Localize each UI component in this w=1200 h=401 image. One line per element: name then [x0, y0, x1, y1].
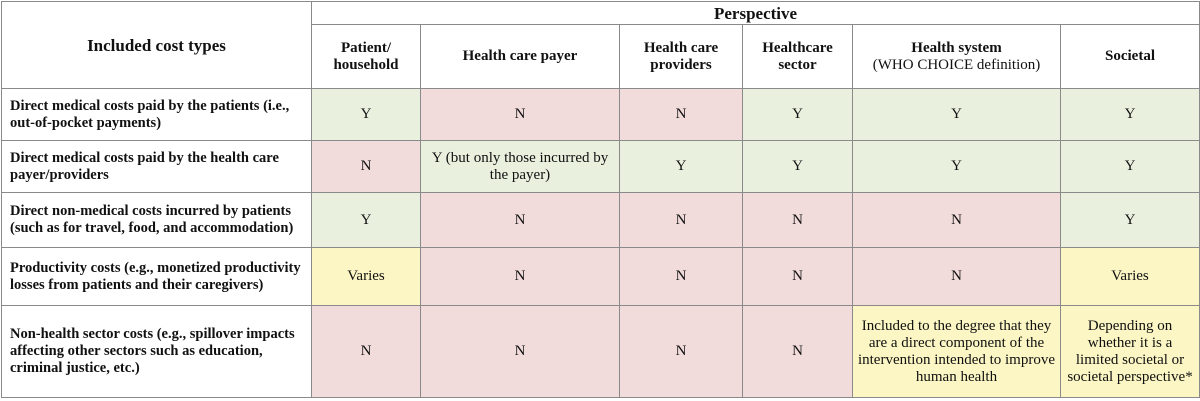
- table-row: Direct medical costs paid by the patient…: [1, 88, 1200, 141]
- row-label: Productivity costs (e.g., monetized prod…: [1, 247, 312, 306]
- table-cell: Varies: [311, 247, 421, 306]
- table-cell: N: [420, 88, 620, 141]
- table-cell: N: [311, 305, 421, 398]
- health-system-subtitle: (WHO CHOICE definition): [872, 56, 1041, 73]
- included-cost-types-header: Included cost types: [1, 1, 312, 89]
- table-row: Direct non-medical costs incurred by pat…: [1, 192, 1200, 248]
- table-cell: Y: [1059, 192, 1200, 248]
- table-cell: N: [742, 192, 853, 248]
- column-header-patient-household: Patient/ household: [311, 24, 421, 89]
- table-cell: Y: [742, 88, 853, 141]
- health-system-title: Health system: [911, 39, 1002, 56]
- table-cell: Y: [311, 192, 421, 248]
- perspective-header: Perspective: [310, 1, 1200, 25]
- table-cell: N: [619, 88, 743, 141]
- table-row: Productivity costs (e.g., monetized prod…: [1, 247, 1200, 306]
- table-cell: N: [852, 192, 1061, 248]
- table-cell: Y: [1059, 88, 1200, 141]
- table-cell: Y: [742, 140, 853, 193]
- table-cell: Y: [1059, 140, 1200, 193]
- table-cell: N: [420, 192, 620, 248]
- column-header-health-care-payer: Health care payer: [420, 24, 620, 89]
- table-cell: N: [619, 247, 743, 306]
- table-cell: Y: [852, 140, 1061, 193]
- column-header-health-care-providers: Health care providers: [619, 24, 743, 89]
- table-cell: N: [420, 305, 620, 398]
- row-label: Direct medical costs paid by the patient…: [1, 88, 312, 141]
- table-cell: Included to the degree that they are a d…: [852, 305, 1061, 398]
- row-label: Non-health sector costs (e.g., spillover…: [1, 305, 312, 398]
- table-row: Non-health sector costs (e.g., spillover…: [1, 305, 1200, 398]
- table-cell: N: [852, 247, 1061, 306]
- table-row: Direct medical costs paid by the health …: [1, 140, 1200, 193]
- table-cell: Varies: [1059, 247, 1200, 306]
- table-cell: Y: [852, 88, 1061, 141]
- table-cell: Y (but only those incurred by the payer): [420, 140, 620, 193]
- column-header-healthcare-sector: Healthcare sector: [742, 24, 853, 89]
- table-cell: N: [742, 247, 853, 306]
- row-label: Direct non-medical costs incurred by pat…: [1, 192, 312, 248]
- table-cell: N: [420, 247, 620, 306]
- column-header-health-system: Health system (WHO CHOICE definition): [852, 24, 1061, 89]
- table-cell: N: [619, 192, 743, 248]
- table-cell: Y: [619, 140, 743, 193]
- table-cell: N: [619, 305, 743, 398]
- table-cell: N: [742, 305, 853, 398]
- table-cell: N: [311, 140, 421, 193]
- row-label: Direct medical costs paid by the health …: [1, 140, 312, 193]
- table-cell: Y: [311, 88, 421, 141]
- column-header-societal: Societal: [1059, 24, 1200, 89]
- table-cell: Depending on whether it is a limited soc…: [1059, 305, 1200, 398]
